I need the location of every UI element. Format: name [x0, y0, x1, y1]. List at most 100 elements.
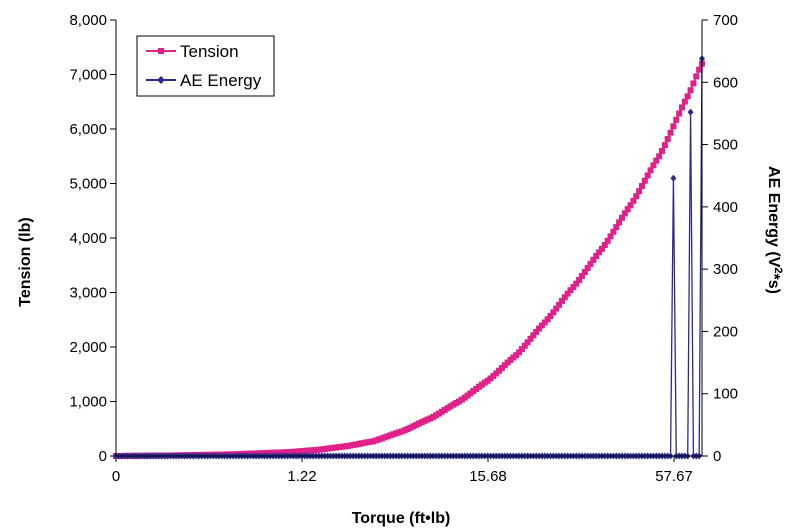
y-tick-label: 5,000: [69, 176, 107, 193]
tension-point: [661, 142, 668, 149]
tension-point: [630, 197, 637, 204]
ae-energy-point: [687, 108, 694, 116]
tension-point: [681, 98, 688, 105]
y2-axis-title: AE Energy (V2*s): [765, 166, 784, 294]
y2-tick-label: 100: [713, 386, 738, 403]
y-tick-label: 6,000: [69, 121, 107, 138]
tension-point: [567, 287, 574, 294]
tension-point: [636, 188, 643, 195]
tension-series: [113, 60, 705, 459]
tension-point: [678, 104, 685, 111]
y-axis-title: Tension (lb): [17, 217, 34, 306]
y-tick-label: 4,000: [69, 230, 107, 247]
tension-point: [584, 264, 591, 271]
ae-energy-series: [113, 55, 705, 460]
tension-point: [593, 252, 600, 259]
tension-point: [618, 214, 625, 221]
tension-point: [570, 284, 577, 291]
axes: [115, 20, 703, 457]
y-tick-label: 7,000: [69, 67, 107, 84]
tension-point: [673, 116, 680, 123]
tension-point: [624, 206, 631, 213]
tension-point: [627, 202, 634, 209]
tension-point: [687, 87, 694, 94]
tension-point: [616, 219, 623, 226]
tension-point: [601, 242, 608, 249]
tension-point: [664, 136, 671, 143]
tension-point: [676, 110, 683, 117]
y-tick-label: 2,000: [69, 339, 107, 356]
tension-point: [650, 162, 657, 169]
y-tick-label: 3,000: [69, 285, 107, 302]
tension-point: [561, 294, 568, 301]
tension-point: [518, 346, 525, 353]
y2-tick-label: 700: [713, 12, 738, 29]
legend-box: [136, 35, 275, 97]
y2-tick-label: 0: [713, 448, 721, 465]
tension-point: [696, 66, 703, 73]
x-tick-label: 57.67: [655, 468, 693, 485]
tension-point: [527, 335, 534, 342]
tension-point: [541, 319, 548, 326]
tension-point: [656, 153, 663, 160]
tension-point: [647, 167, 654, 174]
y2-tick-label: 600: [713, 74, 738, 91]
tension-point: [516, 349, 523, 356]
ae-energy-line: [116, 58, 703, 457]
y2-tick-label: 200: [713, 323, 738, 340]
y-tick-label: 1,000: [69, 394, 107, 411]
y2-axis-title-sup: 2: [772, 267, 784, 273]
legend-tension-label: Tension: [180, 42, 239, 61]
y2-tick-label: 400: [713, 199, 738, 216]
tension-point: [598, 245, 605, 252]
tension-point: [550, 309, 557, 316]
tension-point: [670, 123, 677, 130]
x-tick-label: 0: [112, 468, 120, 485]
y2-axis-title-main: AE Energy (V: [765, 166, 782, 268]
tension-point: [573, 280, 580, 287]
legend-ae-label: AE Energy: [180, 71, 262, 90]
tension-point: [653, 157, 660, 164]
ae-energy-point: [670, 174, 677, 182]
tension-point: [658, 147, 665, 154]
legend-ae-marker: [157, 76, 165, 84]
y-tick-label: 0: [99, 448, 107, 465]
tension-point: [693, 73, 700, 80]
tension-point: [530, 332, 537, 339]
y2-tick-label: 300: [713, 261, 738, 278]
tension-line: [115, 63, 703, 457]
tension-point: [607, 233, 614, 240]
tension-point: [524, 339, 531, 346]
tension-point: [610, 228, 617, 235]
tension-point: [641, 177, 648, 184]
x-axis-title: Torque (ft•lb): [352, 510, 451, 527]
tension-point: [533, 328, 540, 335]
y-tick-label: 8,000: [69, 12, 107, 29]
tension-point: [576, 276, 583, 283]
tension-point: [621, 210, 628, 217]
tension-point: [604, 237, 611, 244]
x-tick-label: 1.22: [287, 468, 316, 485]
tension-point: [690, 80, 697, 87]
tension-point: [547, 312, 554, 319]
y2-tick-label: 500: [713, 137, 738, 154]
tension-point: [581, 269, 588, 276]
x-tick-label: 15.68: [469, 468, 507, 485]
tension-point: [521, 342, 528, 349]
tension-point: [613, 224, 620, 231]
tension-point: [667, 129, 674, 136]
tension-point: [544, 316, 551, 323]
tension-point: [596, 249, 603, 256]
tension-point: [556, 301, 563, 308]
tension-point: [553, 305, 560, 312]
legend-tension-marker: [158, 48, 164, 54]
tension-point: [633, 193, 640, 200]
tension-point: [578, 273, 585, 280]
tension-point: [638, 183, 645, 190]
tick-labels: 0 1,000 2,000 3,000 4,000 5,000 6,000 7,000 8,00…: [69, 12, 738, 485]
tension-point: [558, 297, 565, 304]
tension-point: [587, 260, 594, 267]
y2-axis-title-end: *s): [765, 274, 782, 294]
tension-point: [590, 256, 597, 263]
